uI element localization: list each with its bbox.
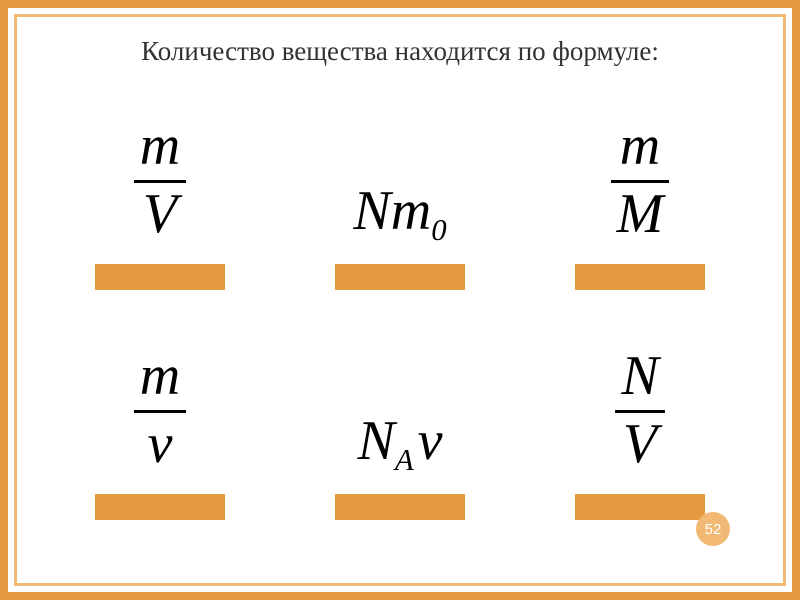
- answer-block-5[interactable]: [335, 494, 465, 520]
- formula-1-num: m: [134, 117, 186, 178]
- formula-cell-6: N V: [540, 347, 740, 520]
- page-title: Количество вещества находится по формуле…: [0, 36, 800, 67]
- formula-1: m V: [134, 117, 186, 246]
- frame-outer-bottom: [0, 592, 800, 600]
- formula-6: N V: [615, 347, 664, 476]
- answer-block-4[interactable]: [95, 494, 225, 520]
- formula-3-den: M: [611, 185, 670, 246]
- formula-cell-4: m ν: [60, 347, 260, 520]
- formula-3-num: m: [614, 117, 666, 178]
- frame-inner-right: [783, 14, 786, 586]
- answer-block-1[interactable]: [95, 264, 225, 290]
- page-number-badge: 52: [696, 512, 730, 546]
- frame-inner-left: [14, 14, 17, 586]
- answer-block-2[interactable]: [335, 264, 465, 290]
- page-number: 52: [705, 521, 722, 538]
- formula-6-den: V: [617, 415, 663, 476]
- answer-block-6[interactable]: [575, 494, 705, 520]
- frame-inner-top: [14, 14, 786, 17]
- formula-cell-1: m V: [60, 117, 260, 290]
- formula-4-den: ν: [142, 415, 179, 476]
- formula-6-num: N: [615, 347, 664, 408]
- formula-row-1: m V Nm0 m M: [40, 100, 760, 290]
- frame-outer-left: [0, 0, 8, 600]
- formula-row-2: m ν NAν N V: [40, 330, 760, 520]
- formula-4-num: m: [134, 347, 186, 408]
- formula-cell-5: NAν: [300, 413, 500, 520]
- formula-cell-3: m M: [540, 117, 740, 290]
- formula-5: NAν: [357, 413, 442, 476]
- formula-cell-2: Nm0: [300, 183, 500, 290]
- frame-inner-bottom: [14, 583, 786, 586]
- formula-1-den: V: [137, 185, 183, 246]
- frame-outer-top: [0, 0, 800, 8]
- formula-2: Nm0: [353, 183, 446, 246]
- formula-4: m ν: [134, 347, 186, 476]
- answer-block-3[interactable]: [575, 264, 705, 290]
- formula-3: m M: [611, 117, 670, 246]
- frame-outer-right: [792, 0, 800, 600]
